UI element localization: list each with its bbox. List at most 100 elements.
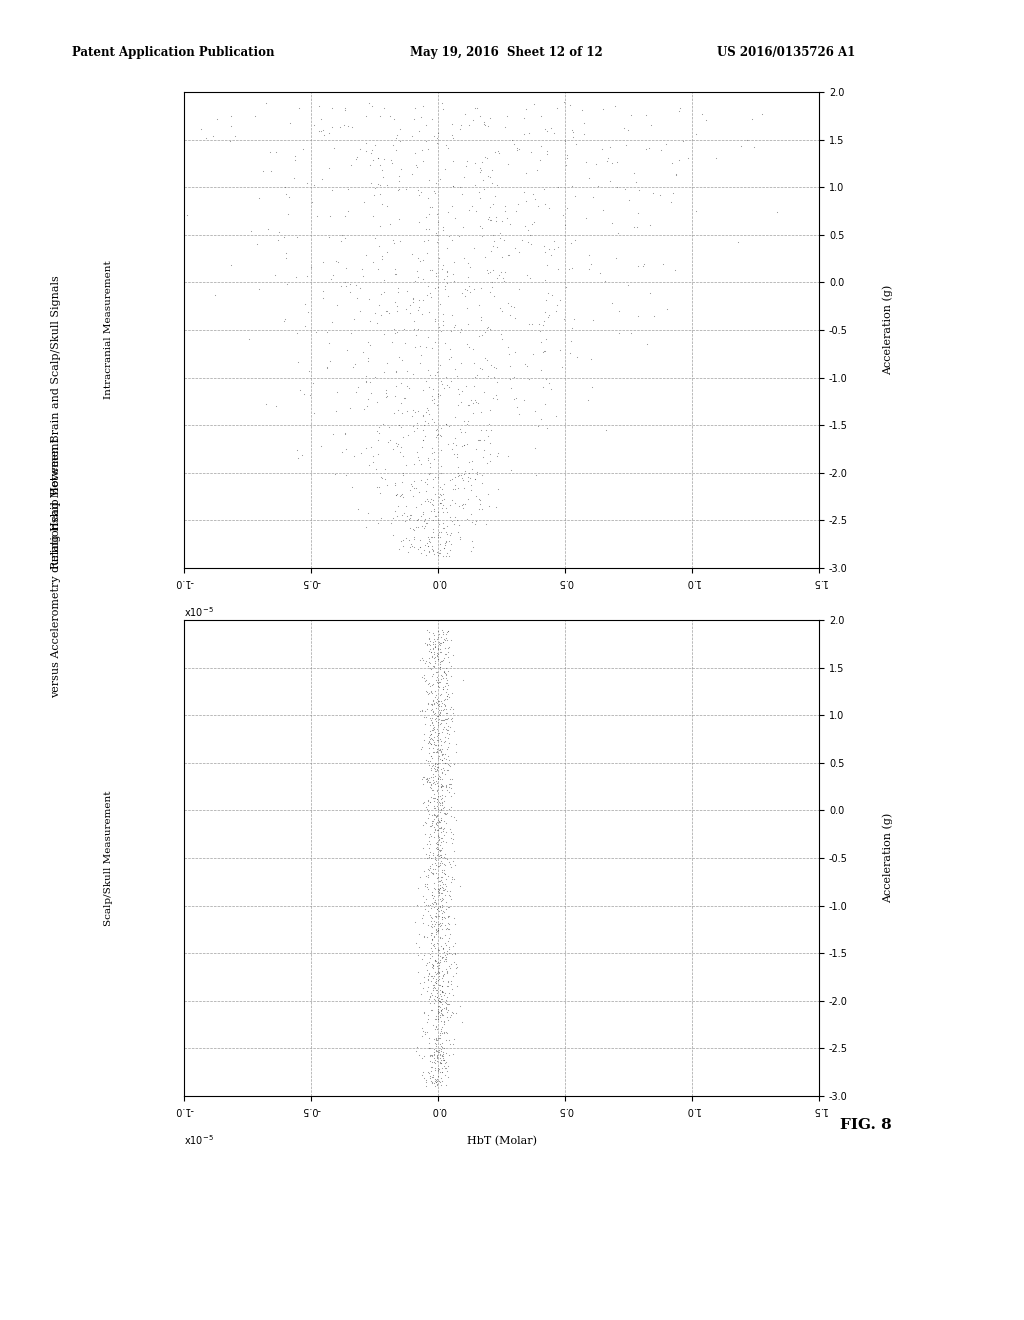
Point	[495, 267, 511, 288]
Point	[295, 139, 311, 160]
Point	[588, 154, 604, 176]
Point	[445, 702, 462, 723]
Point	[438, 994, 455, 1015]
Point	[408, 1040, 424, 1061]
Point	[430, 957, 446, 978]
Point	[447, 474, 464, 495]
Point	[424, 694, 440, 715]
Point	[441, 818, 458, 840]
Point	[383, 512, 399, 533]
Point	[486, 230, 503, 251]
Point	[630, 305, 646, 326]
Point	[437, 1030, 454, 1051]
Point	[425, 623, 441, 644]
Point	[457, 279, 473, 300]
Point	[428, 1028, 444, 1049]
Point	[568, 347, 585, 368]
Point	[480, 206, 497, 227]
Point	[473, 309, 489, 330]
Point	[391, 414, 408, 436]
Point	[375, 246, 391, 267]
Point	[472, 277, 488, 298]
Point	[428, 223, 444, 244]
Point	[428, 1005, 444, 1026]
Point	[419, 799, 435, 820]
Point	[494, 329, 510, 350]
Point	[432, 792, 449, 813]
Point	[511, 139, 527, 160]
Point	[373, 305, 389, 326]
Point	[433, 883, 450, 904]
Point	[441, 913, 458, 935]
Point	[415, 249, 431, 271]
Point	[428, 173, 444, 194]
Point	[426, 797, 442, 818]
Point	[444, 768, 461, 789]
Point	[500, 244, 516, 265]
Point	[415, 404, 431, 425]
Point	[427, 1057, 443, 1078]
Point	[431, 739, 447, 760]
Point	[536, 314, 552, 335]
Point	[439, 709, 456, 730]
Point	[401, 508, 418, 529]
Point	[427, 858, 443, 879]
Point	[426, 719, 442, 741]
Point	[435, 879, 452, 900]
Point	[575, 124, 592, 145]
Point	[435, 648, 452, 669]
Point	[432, 846, 449, 867]
Point	[426, 656, 442, 677]
Point	[423, 787, 439, 808]
Point	[354, 259, 371, 280]
Point	[432, 730, 449, 751]
Point	[290, 352, 306, 374]
Point	[441, 937, 458, 958]
Point	[410, 180, 426, 201]
Point	[433, 776, 450, 797]
Point	[388, 376, 404, 397]
Point	[415, 793, 431, 814]
Point	[393, 531, 410, 552]
Point	[439, 202, 456, 223]
Point	[440, 896, 457, 917]
Point	[456, 434, 472, 455]
Point	[424, 853, 440, 874]
Point	[404, 486, 421, 507]
Point	[425, 968, 441, 989]
Point	[426, 628, 442, 649]
Point	[482, 107, 499, 128]
Point	[338, 438, 354, 459]
Point	[432, 704, 449, 725]
Point	[436, 791, 453, 812]
Point	[431, 676, 447, 697]
Point	[440, 999, 457, 1020]
Point	[435, 878, 452, 899]
Point	[425, 731, 441, 752]
Point	[427, 879, 443, 900]
Point	[438, 704, 455, 725]
Point	[386, 500, 402, 521]
Point	[506, 367, 522, 388]
Point	[424, 929, 440, 950]
Point	[420, 791, 436, 812]
Point	[402, 504, 419, 525]
Point	[642, 115, 658, 136]
Point	[509, 140, 525, 161]
Point	[671, 100, 687, 121]
Point	[438, 644, 455, 665]
Point	[474, 152, 490, 173]
Point	[385, 524, 401, 545]
Point	[392, 486, 409, 507]
Point	[420, 965, 436, 986]
Point	[412, 529, 428, 550]
Point	[357, 517, 374, 539]
Point	[415, 1020, 431, 1041]
Point	[416, 420, 432, 441]
Point	[610, 222, 627, 243]
Point	[538, 242, 554, 263]
Point	[468, 511, 484, 532]
Point	[414, 1018, 430, 1039]
Point	[330, 251, 346, 272]
Point	[419, 874, 435, 895]
